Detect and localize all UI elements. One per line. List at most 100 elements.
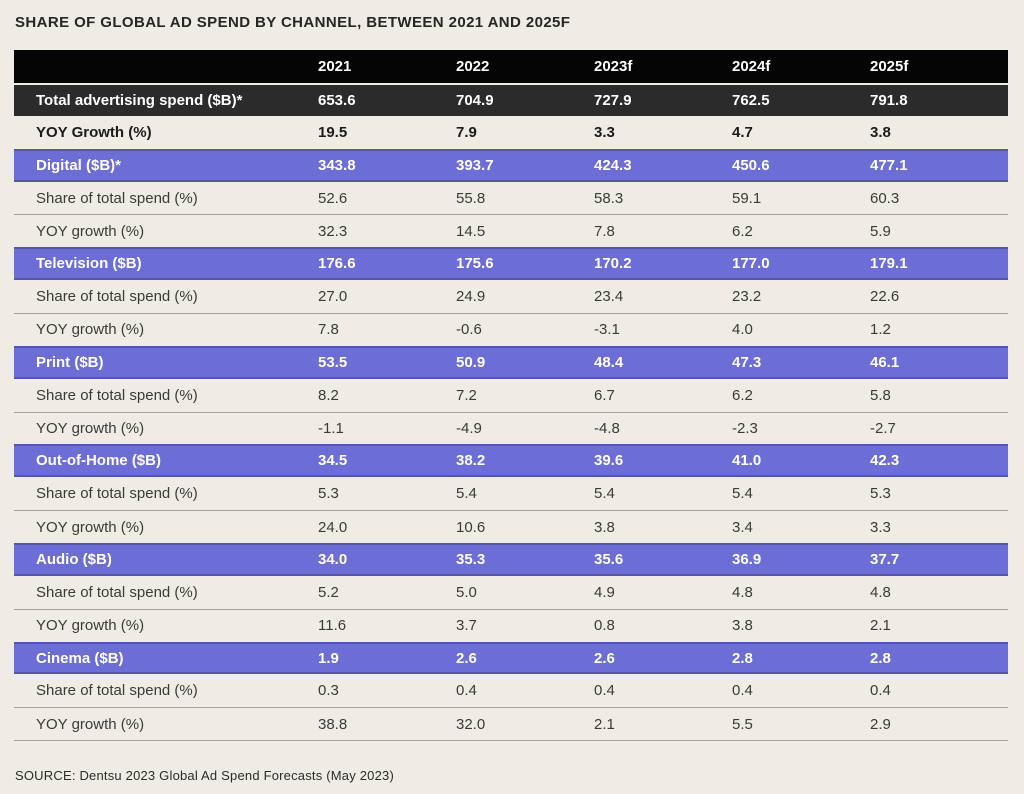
cell-value: 4.8	[870, 583, 891, 601]
cell-value: 34.5	[318, 452, 348, 470]
cell-value: 0.4	[732, 682, 753, 700]
row-label: Share of total spend (%)	[36, 485, 198, 503]
cell-value: 791.8	[870, 91, 908, 109]
cell-value: 704.9	[456, 91, 494, 109]
cell-value: 727.9	[594, 91, 632, 109]
table-body: Total advertising spend ($B)* 653.6 704.9 7…	[14, 83, 1008, 740]
cell-value: -4.8	[594, 420, 620, 438]
cell-value: 8.2	[318, 386, 339, 404]
table-header-row: 2021 2022 2023f 2024f 2025f	[14, 50, 1008, 83]
cell-value: 0.4	[456, 682, 477, 700]
cell-value: 5.3	[870, 485, 891, 503]
table-row: YOY Growth (%) 19.5 7.9 3.3 4.7 3.8	[14, 116, 1008, 149]
cell-value: 7.8	[594, 222, 615, 240]
cell-value: 3.7	[456, 617, 477, 635]
cell-value: 175.6	[456, 255, 494, 273]
cell-value: 0.4	[870, 682, 891, 700]
table-row: Print ($B) 53.5 50.9 48.4 47.3 46.1	[14, 345, 1008, 379]
cell-value: 4.0	[732, 321, 753, 339]
column-header-2023f: 2023f	[594, 58, 633, 75]
table-row: Share of total spend (%) 0.3 0.4 0.4 0.4 0.4	[14, 674, 1008, 707]
row-label: YOY growth (%)	[36, 617, 145, 635]
row-label: Print ($B)	[36, 353, 104, 371]
cell-value: 14.5	[456, 222, 486, 240]
cell-value: 38.2	[456, 452, 486, 470]
cell-value: 23.2	[732, 288, 762, 306]
cell-value: 393.7	[456, 156, 494, 174]
cell-value: 46.1	[870, 353, 900, 371]
cell-value: 11.6	[318, 617, 347, 635]
cell-value: 5.4	[456, 485, 477, 503]
cell-value: 32.0	[456, 715, 486, 733]
cell-value: 58.3	[594, 189, 624, 207]
cell-value: 5.5	[732, 715, 753, 733]
cell-value: 2.8	[870, 649, 891, 667]
cell-value: -4.9	[456, 420, 482, 438]
cell-value: 6.2	[732, 222, 753, 240]
cell-value: 653.6	[318, 91, 356, 109]
cell-value: 2.8	[732, 649, 753, 667]
cell-value: 42.3	[870, 452, 900, 470]
cell-value: 424.3	[594, 156, 632, 174]
cell-value: 41.0	[732, 452, 762, 470]
row-label: Digital ($B)*	[36, 156, 122, 174]
cell-value: 24.9	[456, 288, 486, 306]
row-label: Cinema ($B)	[36, 649, 124, 667]
table-row: Share of total spend (%) 52.6 55.8 58.3 59.1…	[14, 182, 1008, 215]
column-header-2024f: 2024f	[732, 58, 771, 75]
cell-value: 2.9	[870, 715, 891, 733]
cell-value: 3.3	[870, 518, 891, 536]
cell-value: 60.3	[870, 189, 900, 207]
cell-value: 3.4	[732, 518, 753, 536]
cell-value: -2.3	[732, 420, 758, 438]
cell-value: 37.7	[870, 550, 900, 568]
cell-value: 3.3	[594, 123, 615, 141]
cell-value: 170.2	[594, 255, 632, 273]
cell-value: 48.4	[594, 353, 624, 371]
table-row: Television ($B) 176.6 175.6 170.2 177.0 179.1	[14, 247, 1008, 281]
cell-value: 1.2	[870, 321, 891, 339]
cell-value: 2.6	[456, 649, 477, 667]
cell-value: 10.6	[456, 518, 486, 536]
cell-value: 177.0	[732, 255, 770, 273]
table-row: YOY growth (%) 7.8 -0.6 -3.1 4.0 1.2	[14, 313, 1008, 346]
cell-value: 4.7	[732, 123, 753, 141]
row-label: Share of total spend (%)	[36, 189, 198, 207]
cell-value: 6.7	[594, 386, 615, 404]
table-row: YOY growth (%) 32.3 14.5 7.8 6.2 5.9	[14, 214, 1008, 247]
cell-value: 7.2	[456, 386, 477, 404]
cell-value: 27.0	[318, 288, 348, 306]
ad-spend-table: 2021 2022 2023f 2024f 2025f Total advert…	[14, 50, 1008, 742]
cell-value: 4.8	[732, 583, 753, 601]
cell-value: 47.3	[732, 353, 762, 371]
row-label: Television ($B)	[36, 255, 142, 273]
cell-value: 32.3	[318, 222, 348, 240]
cell-value: 0.3	[318, 682, 339, 700]
column-header-2025f: 2025f	[870, 58, 909, 75]
cell-value: -2.7	[870, 420, 896, 438]
table-row: Audio ($B) 34.0 35.3 35.6 36.9 37.7	[14, 543, 1008, 576]
row-label: Out-of-Home ($B)	[36, 452, 161, 470]
cell-value: 5.0	[456, 583, 477, 601]
row-label: YOY Growth (%)	[36, 123, 152, 141]
row-label: YOY growth (%)	[36, 518, 145, 536]
cell-value: 22.6	[870, 288, 900, 306]
table-row: YOY growth (%) 11.6 3.7 0.8 3.8 2.1	[14, 608, 1008, 642]
row-label: Audio ($B)	[36, 550, 112, 568]
table-row: YOY growth (%) 24.0 10.6 3.8 3.4 3.3	[14, 510, 1008, 543]
row-label: Share of total spend (%)	[36, 682, 198, 700]
row-label: YOY growth (%)	[36, 715, 145, 733]
cell-value: 477.1	[870, 156, 908, 174]
cell-value: 343.8	[318, 156, 356, 174]
page-title: SHARE OF GLOBAL AD SPEND BY CHANNEL, BET…	[15, 14, 571, 31]
cell-value: 4.9	[594, 583, 615, 601]
cell-value: 59.1	[732, 189, 762, 207]
cell-value: 5.4	[732, 485, 753, 503]
cell-value: 53.5	[318, 353, 348, 371]
cell-value: 5.3	[318, 485, 339, 503]
cell-value: 5.8	[870, 386, 891, 404]
cell-value: 35.6	[594, 550, 624, 568]
cell-value: 176.6	[318, 255, 356, 273]
cell-value: 50.9	[456, 353, 486, 371]
cell-value: 24.0	[318, 518, 348, 536]
